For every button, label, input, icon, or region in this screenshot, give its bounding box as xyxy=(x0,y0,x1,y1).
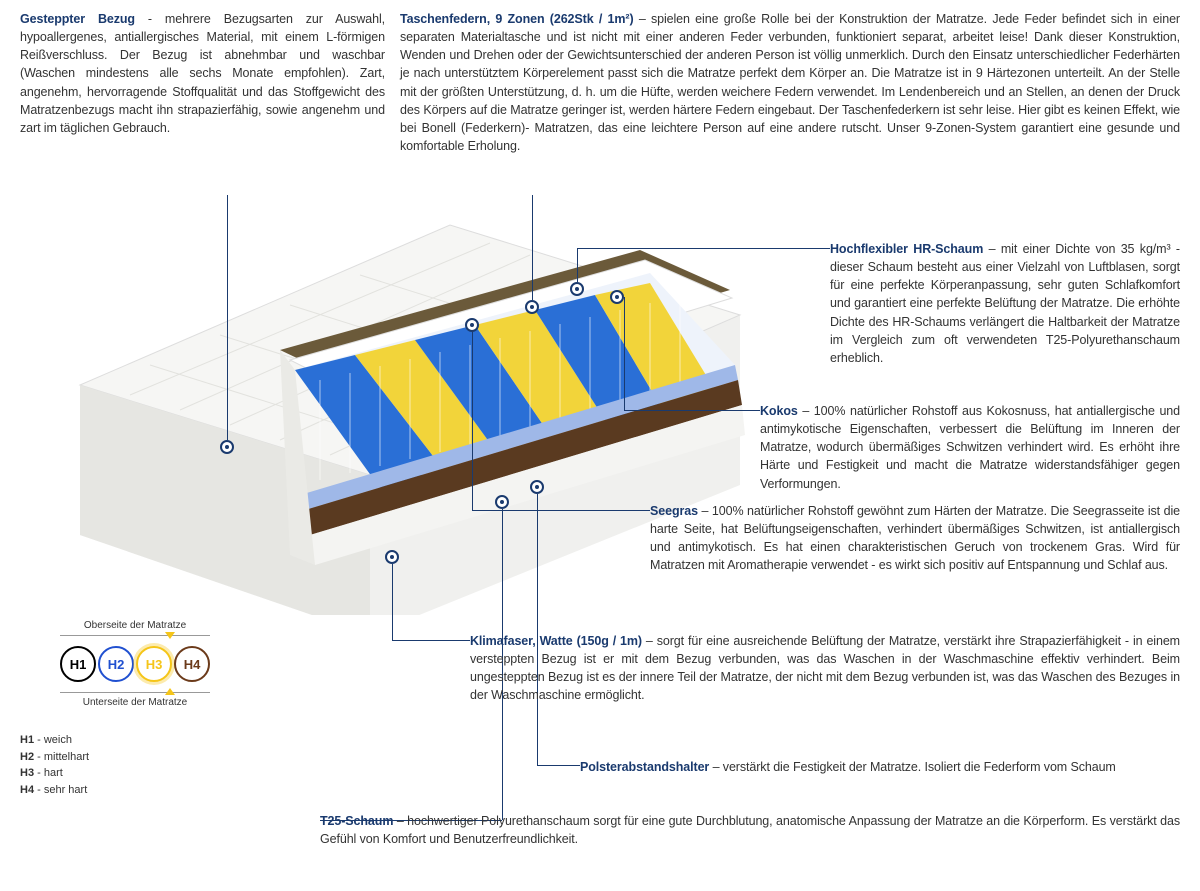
title-kokos: Kokos xyxy=(760,404,798,418)
section-seegras: Seegras – 100% natürlicher Rohstoff gewö… xyxy=(650,502,1180,575)
section-cover: Gesteppter Bezug - mehrere Bezugsarten z… xyxy=(20,10,385,137)
leader xyxy=(537,765,580,766)
body-cover: - mehrere Bezugsarten zur Auswahl, hypoa… xyxy=(20,12,385,135)
leader xyxy=(472,332,473,510)
leader xyxy=(227,195,228,440)
marker-cover xyxy=(220,440,234,454)
marker-t25 xyxy=(495,495,509,509)
title-hr: Hochflexibler HR-Schaum xyxy=(830,242,983,256)
title-t25: T25-Schaum xyxy=(320,814,393,828)
section-polster: Polsterabstandshalter – verstärkt die Fe… xyxy=(580,758,1180,776)
section-hr-schaum: Hochflexibler HR-Schaum – mit einer Dich… xyxy=(830,240,1180,367)
leader xyxy=(392,564,393,640)
legend-top-label: Oberseite der Matratze xyxy=(20,620,250,631)
legend-value: - sehr hart xyxy=(34,784,87,796)
legend-value: - hart xyxy=(34,767,63,779)
legend-key-row: H4 - sehr hart xyxy=(20,782,250,799)
legend-bottom-label: Unterseite der Matratze xyxy=(20,697,250,708)
body-kokos: – 100% natürlicher Rohstoff aus Kokosnus… xyxy=(760,404,1180,491)
legend-key-row: H2 - mittelhart xyxy=(20,749,250,766)
legend-key-row: H1 - weich xyxy=(20,732,250,749)
leader xyxy=(472,510,650,511)
body-hr: – mit einer Dichte von 35 kg/m³ - dieser… xyxy=(830,242,1180,365)
hardness-circle-h1: H1 xyxy=(60,646,96,682)
legend-divider xyxy=(60,692,210,693)
marker-polster xyxy=(530,480,544,494)
marker-springs xyxy=(525,300,539,314)
title-klimafaser: Klimafaser, Watte (150g / 1m) xyxy=(470,634,642,648)
body-polster: – verstärkt die Festigkeit der Matratze.… xyxy=(709,760,1116,774)
legend-key: H4 xyxy=(20,784,34,796)
legend-key: H2 xyxy=(20,751,34,763)
marker-seegras xyxy=(465,318,479,332)
leader xyxy=(624,297,625,410)
title-seegras: Seegras xyxy=(650,504,698,518)
title-springs: Taschenfedern, 9 Zonen (262Stk / 1m²) xyxy=(400,12,634,26)
hardness-circle-h4: H4 xyxy=(174,646,210,682)
marker-klimafaser xyxy=(385,550,399,564)
leader xyxy=(577,248,578,282)
hardness-legend: Oberseite der Matratze H1H2H3H4 Untersei… xyxy=(20,620,250,798)
arrow-down-icon xyxy=(165,632,175,639)
section-springs: Taschenfedern, 9 Zonen (262Stk / 1m²) – … xyxy=(400,10,1180,155)
title-cover: Gesteppter Bezug xyxy=(20,12,135,26)
leader xyxy=(532,195,533,300)
legend-key: H1 xyxy=(20,734,34,746)
legend-divider xyxy=(60,635,210,636)
leader xyxy=(392,640,470,641)
section-kokos: Kokos – 100% natürlicher Rohstoff aus Ko… xyxy=(760,402,1180,493)
leader xyxy=(537,494,538,765)
hardness-circle-h3: H3 xyxy=(136,646,172,682)
leader xyxy=(624,410,760,411)
legend-keys: H1 - weichH2 - mittelhartH3 - hartH4 - s… xyxy=(20,732,250,798)
body-springs: – spielen eine große Rolle bei der Konst… xyxy=(400,12,1180,153)
leader xyxy=(577,248,830,249)
title-polster: Polsterabstandshalter xyxy=(580,760,709,774)
legend-key-row: H3 - hart xyxy=(20,765,250,782)
section-t25: T25-Schaum – hochwertiger Polyurethansch… xyxy=(320,812,1180,848)
section-klimafaser: Klimafaser, Watte (150g / 1m) – sorgt fü… xyxy=(470,632,1180,705)
hardness-circle-h2: H2 xyxy=(98,646,134,682)
legend-value: - mittelhart xyxy=(34,751,89,763)
marker-kokos xyxy=(610,290,624,304)
body-seegras: – 100% natürlicher Rohstoff gewöhnt zum … xyxy=(650,504,1180,572)
legend-circles: H1H2H3H4 xyxy=(20,640,250,688)
legend-key: H3 xyxy=(20,767,34,779)
arrow-up-icon xyxy=(165,688,175,695)
legend-value: - weich xyxy=(34,734,72,746)
body-t25: – hochwertiger Polyurethanschaum sorgt f… xyxy=(320,814,1180,846)
marker-hr xyxy=(570,282,584,296)
